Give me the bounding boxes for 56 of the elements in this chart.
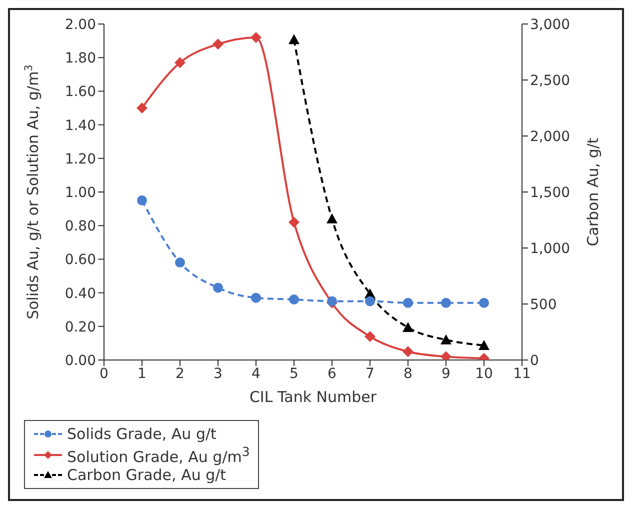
point	[175, 258, 185, 268]
point	[251, 292, 261, 303]
x-tick-label: 0	[100, 366, 108, 382]
x-tick-label: 3	[214, 366, 222, 382]
x-tick-label: 2	[176, 366, 184, 382]
y2-axis-title: Carbon Au, g/t	[584, 138, 602, 246]
point	[250, 32, 262, 43]
point	[402, 346, 414, 358]
point	[403, 298, 413, 308]
y-tick-label: 0.20	[64, 319, 96, 336]
point	[212, 38, 224, 50]
y-tick-label: 1.40	[64, 118, 96, 134]
point	[478, 340, 490, 350]
y2-tick-label: 500	[530, 296, 557, 313]
x-tick-label: 1	[138, 366, 146, 382]
y-tick-label: 1.60	[64, 84, 96, 100]
y-tick-label: 0.60	[64, 252, 96, 268]
x-axis-title: CIL Tank Number	[249, 388, 378, 406]
y2-tick-label: 3,000	[530, 16, 570, 33]
x-tick-label: 7	[366, 366, 374, 382]
y-tick-label: 2.00	[64, 16, 96, 33]
x-tick-label: 4	[252, 366, 261, 382]
y-tick-label: 1.80	[64, 50, 96, 67]
point	[364, 330, 376, 342]
point	[288, 216, 300, 228]
point	[137, 195, 147, 206]
point	[288, 34, 300, 44]
y-tick-label: 0.00	[64, 352, 96, 369]
y-tick-label: 0.80	[64, 218, 96, 235]
y2-tick-label: 2,500	[530, 72, 570, 89]
y2-tick-label: 1,000	[530, 240, 570, 257]
x-tick-label: 11	[513, 366, 531, 382]
y2-tick-label: 2,000	[530, 128, 570, 145]
y2-tick-label: 1,500	[530, 184, 570, 201]
y2-tick-label: 0	[530, 352, 539, 369]
point	[213, 282, 223, 293]
y-tick-label: 1.20	[64, 151, 96, 168]
point	[441, 298, 451, 308]
point	[365, 296, 375, 306]
legend-label: Solution Grade, Au g/m$^{3}$	[67, 443, 250, 466]
x-tick-label: 10	[475, 366, 493, 382]
point	[326, 213, 338, 224]
x-tick-label: 9	[442, 366, 450, 382]
point	[479, 298, 489, 308]
point	[440, 334, 452, 344]
point	[174, 57, 186, 68]
x-tick-label: 6	[328, 366, 337, 382]
y-tick-label: 0.40	[64, 286, 96, 302]
y-tick-label: 1.00	[64, 184, 96, 201]
point	[289, 294, 299, 305]
legend-label: Carbon Grade, Au g/t	[67, 466, 226, 484]
point	[402, 322, 414, 332]
x-tick-label: 5	[290, 366, 298, 382]
point	[136, 102, 148, 114]
legend-label: Solids Grade, Au g/t	[67, 425, 216, 443]
x-tick-label: 8	[404, 366, 412, 382]
